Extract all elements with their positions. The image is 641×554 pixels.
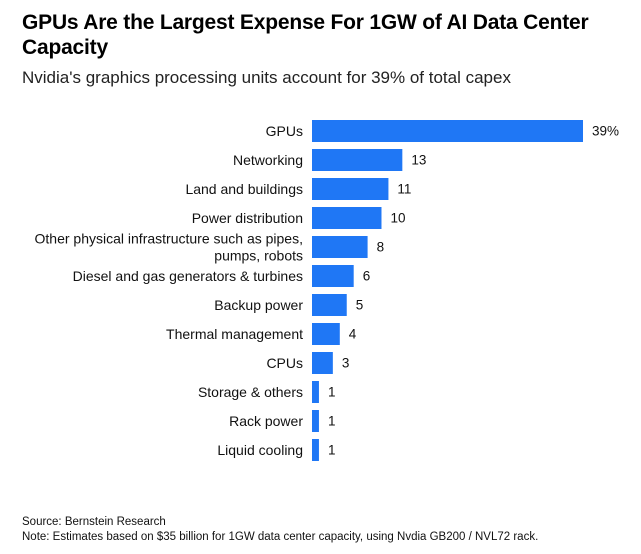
bar [312, 352, 333, 374]
bar [312, 323, 340, 345]
chart-subtitle: Nvidia's graphics processing units accou… [22, 68, 511, 87]
bar [312, 207, 382, 229]
value-label: 5 [356, 298, 364, 313]
chart-title: GPUs Are the Largest Expense For 1GW of … [22, 11, 589, 59]
value-label: 8 [377, 240, 385, 255]
category-label: Power distribution [192, 210, 303, 226]
bar [312, 236, 368, 258]
category-label: Thermal management [166, 326, 303, 342]
value-label: 39% [592, 124, 619, 139]
category-label: Diesel and gas generators & turbines [73, 268, 303, 284]
value-label: 1 [328, 443, 336, 458]
category-label: GPUs [266, 123, 303, 139]
bar [312, 410, 319, 432]
bar [312, 149, 403, 171]
source-note: Source: Bernstein Research [22, 516, 166, 528]
category-label: Backup power [214, 297, 303, 313]
bar [312, 439, 319, 461]
bar [312, 265, 354, 287]
category-label: CPUs [266, 355, 303, 371]
category-label: Storage & others [198, 384, 303, 400]
value-label: 1 [328, 414, 336, 429]
value-label: 3 [342, 356, 350, 371]
value-label: 4 [349, 327, 357, 342]
value-label: 1 [328, 385, 336, 400]
category-label: Rack power [229, 413, 303, 429]
bar [312, 381, 319, 403]
category-label: Liquid cooling [217, 442, 303, 458]
value-label: 10 [390, 211, 405, 226]
value-label: 6 [363, 269, 371, 284]
bar [312, 178, 389, 200]
bar [312, 120, 583, 142]
category-label: Networking [233, 152, 303, 168]
bar [312, 294, 347, 316]
category-label: Other physical infrastructure such as pi… [35, 231, 303, 264]
category-label: Land and buildings [185, 181, 303, 197]
footnote: Note: Estimates based on $35 billion for… [22, 531, 539, 543]
value-label: 11 [397, 182, 411, 197]
value-label: 13 [411, 153, 426, 168]
